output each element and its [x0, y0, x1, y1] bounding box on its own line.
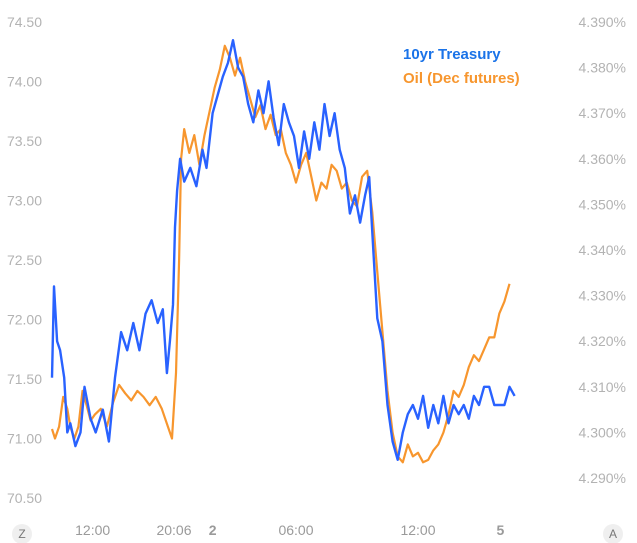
- left-tick-label: 73.00: [7, 193, 42, 209]
- corner-label-right: A: [603, 524, 623, 543]
- x-tick-label: 5: [496, 522, 504, 538]
- corner-text-right: A: [609, 527, 617, 541]
- left-axis: 74.50 74.00 73.50 73.00 72.50 72.00 71.50 71.00…: [7, 14, 42, 506]
- right-tick-label: 4.320%: [579, 333, 626, 349]
- series-line-oil: [50, 44, 511, 464]
- legend: 10yr Treasury Oil (Dec futures): [403, 46, 520, 87]
- x-tick-label: 20:06: [156, 522, 191, 538]
- x-tick-label: 2: [209, 522, 217, 538]
- legend-entry-oil: Oil (Dec futures): [403, 70, 520, 87]
- right-tick-label: 4.340%: [579, 242, 626, 258]
- corner-label-left: Z: [12, 524, 32, 543]
- right-tick-label: 4.310%: [579, 379, 626, 395]
- right-tick-label: 4.330%: [579, 288, 626, 304]
- right-tick-label: 4.360%: [579, 151, 626, 167]
- left-tick-label: 71.00: [7, 431, 42, 447]
- right-tick-label: 4.370%: [579, 105, 626, 121]
- left-tick-label: 74.50: [7, 14, 42, 30]
- left-tick-label: 70.50: [7, 490, 42, 506]
- right-tick-label: 4.350%: [579, 196, 626, 212]
- left-tick-label: 74.00: [7, 74, 42, 90]
- series-line-treasury: [50, 39, 516, 461]
- right-tick-label: 4.300%: [579, 424, 626, 440]
- left-tick-label: 72.50: [7, 252, 42, 268]
- right-tick-label: 4.380%: [579, 60, 626, 76]
- plot-area: [50, 39, 516, 464]
- x-tick-label: 06:00: [278, 522, 313, 538]
- x-tick-label: 12:00: [75, 522, 110, 538]
- right-axis: 4.390% 4.380% 4.370% 4.360% 4.350% 4.340% 4.33…: [579, 14, 626, 486]
- left-tick-label: 73.50: [7, 133, 42, 149]
- right-tick-label: 4.390%: [579, 14, 626, 30]
- corner-badge-left: [12, 524, 32, 543]
- x-axis: 12:00 20:06 2 06:00 12:00 5: [75, 522, 504, 538]
- legend-entry-treasury: 10yr Treasury: [403, 46, 501, 63]
- x-tick-label: 12:00: [400, 522, 435, 538]
- left-tick-label: 72.00: [7, 312, 42, 328]
- right-tick-label: 4.290%: [579, 470, 626, 486]
- corner-text-left: Z: [18, 527, 25, 541]
- left-tick-label: 71.50: [7, 371, 42, 387]
- corner-badge-right: [603, 524, 623, 543]
